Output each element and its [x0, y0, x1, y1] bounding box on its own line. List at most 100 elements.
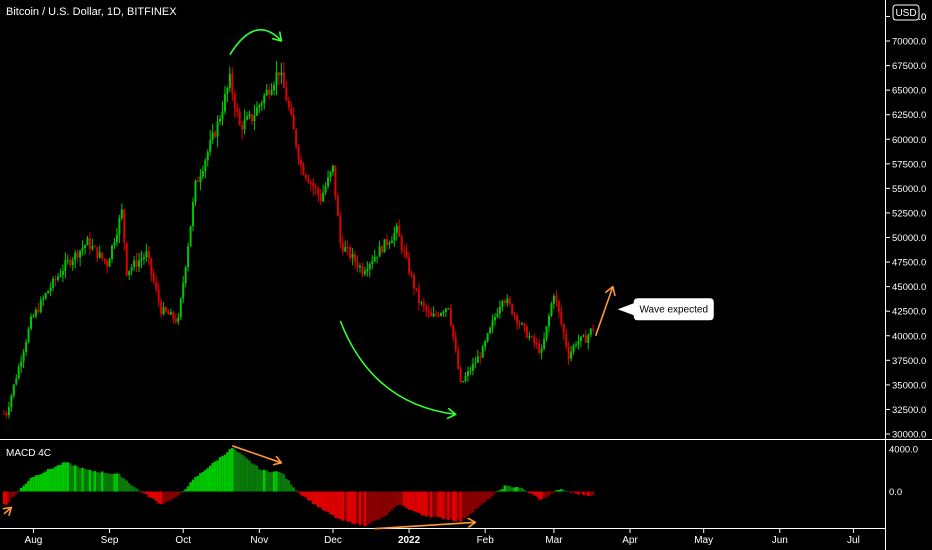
candle-body	[84, 245, 87, 248]
candle-body	[177, 317, 180, 322]
candle-body	[336, 196, 339, 216]
macd-bar	[44, 471, 47, 492]
macd-bar	[343, 491, 347, 521]
candle-body	[280, 72, 283, 76]
macd-bar	[216, 460, 219, 492]
candle-body	[238, 111, 241, 126]
macd-bar	[542, 491, 546, 498]
candle-body	[403, 250, 406, 252]
candle-body	[329, 171, 332, 178]
candle-body	[265, 89, 268, 96]
candle-body	[324, 186, 327, 193]
macd-bar	[10, 491, 13, 499]
macd-bar	[253, 464, 256, 492]
candle-body	[449, 308, 452, 325]
candle-body	[140, 258, 143, 261]
candle-body	[145, 251, 148, 258]
macd-bar	[204, 470, 207, 492]
macd-bar	[248, 460, 251, 492]
macd-bar	[479, 491, 482, 506]
currency-button-label: USD	[895, 8, 916, 19]
callout-bubble	[617, 298, 714, 321]
time-tick-label: Jun	[772, 535, 788, 546]
candle-body	[376, 256, 379, 258]
macd-bar	[196, 475, 200, 492]
macd-bar	[351, 491, 354, 524]
candle-body	[400, 236, 403, 251]
time-tick-label: Dec	[324, 535, 342, 546]
macd-bar	[402, 491, 406, 507]
macd-bar	[233, 449, 237, 492]
price-panel[interactable]	[3, 29, 616, 420]
price-scale[interactable]: 30000.0 32500.0 35000.0 37500.0 40000.0 42500…	[886, 12, 926, 441]
macd-bar	[118, 473, 121, 492]
candle-body	[395, 225, 398, 233]
macd-panel[interactable]	[2, 445, 595, 530]
macd-bar	[410, 491, 413, 510]
time-scale[interactable]: Aug Sep Oct Nov Dec 2022 Feb Mar Apr May Jun Jul	[25, 529, 860, 546]
candle-body	[361, 266, 364, 275]
candle-body	[106, 261, 109, 267]
candle-body	[162, 307, 165, 315]
macd-bar	[29, 477, 33, 492]
candle-body	[201, 170, 204, 177]
candle-body	[540, 348, 543, 353]
macd-bar	[530, 491, 534, 494]
candle-body	[459, 368, 462, 382]
candle-body	[69, 259, 72, 265]
macd-bar	[456, 491, 460, 521]
candle-body	[484, 341, 487, 347]
macd-bar	[339, 491, 342, 520]
macd-bar	[189, 482, 192, 492]
macd-bar	[437, 491, 440, 517]
candle-body	[444, 308, 447, 313]
candle-body	[228, 73, 231, 88]
macd-bar	[574, 491, 578, 494]
macd-bar	[125, 480, 128, 492]
macd-bar	[555, 490, 558, 492]
macd-bar	[181, 491, 185, 492]
macd-bar	[61, 462, 65, 492]
candle-body	[152, 273, 155, 282]
macd-bar	[476, 491, 480, 509]
macd-bar	[54, 466, 57, 492]
candle-body	[135, 260, 138, 267]
candle-body	[17, 366, 20, 379]
macd-bar	[454, 491, 457, 522]
macd-bar	[32, 477, 35, 492]
macd-bar	[498, 490, 502, 492]
macd-bar	[572, 491, 575, 493]
candle-body	[248, 114, 251, 117]
macd-bar	[262, 469, 266, 492]
macd-bar	[449, 491, 453, 520]
macd-bar	[466, 491, 470, 516]
macd-bar	[66, 462, 70, 492]
macd-bar	[120, 477, 124, 492]
candle-body	[543, 338, 546, 349]
candle-body	[196, 180, 199, 183]
candle-body	[179, 298, 182, 318]
macd-bar	[113, 473, 116, 492]
macd-bar	[385, 491, 389, 516]
currency-button[interactable]: USD	[892, 4, 920, 21]
candle-body	[167, 311, 170, 315]
macd-bar	[130, 485, 133, 492]
macd-bar	[73, 465, 77, 492]
macd-bar	[380, 491, 384, 518]
macd-bar	[162, 491, 165, 504]
macd-bar	[427, 491, 430, 517]
macd-bar	[64, 462, 67, 492]
macd-bar	[294, 490, 298, 492]
candle-body	[398, 225, 401, 237]
macd-bar	[186, 486, 190, 492]
macd-bar	[78, 468, 82, 492]
macd-bar	[540, 491, 543, 500]
macd-bar	[506, 485, 509, 492]
candle-body	[20, 361, 23, 367]
macd-bar	[535, 491, 538, 497]
candle-body	[557, 301, 560, 312]
candle-body	[25, 342, 28, 352]
candle-body	[61, 270, 64, 275]
macd-bar	[132, 486, 136, 492]
macd-bar	[275, 471, 278, 492]
